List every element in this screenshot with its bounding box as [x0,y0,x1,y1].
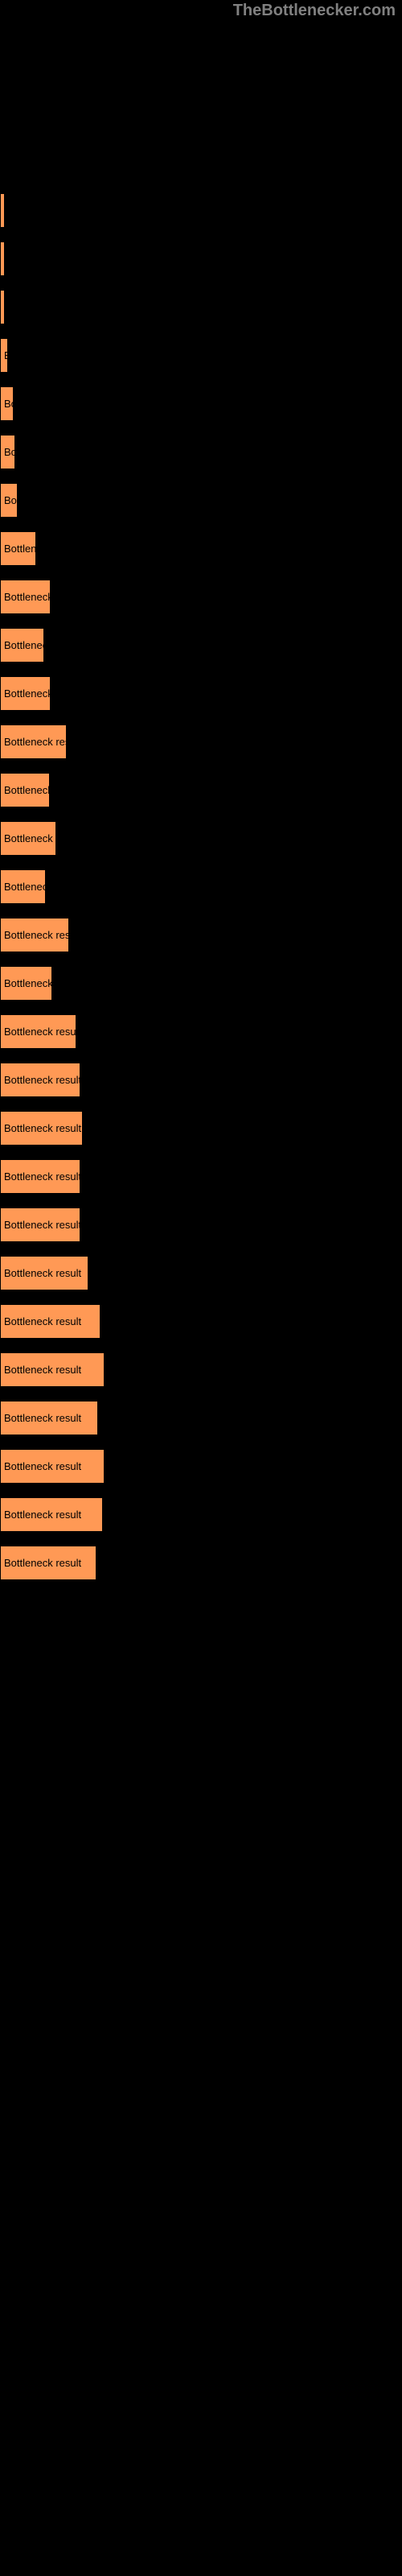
bar: Bottleneck result [0,338,8,373]
bar: Bottleneck result [0,1159,80,1194]
bar-row: Bottleneck result [0,1304,402,1339]
bar-row: Bottleneck result [0,918,402,952]
bar-row: Bottleneck result [0,242,402,276]
bar-label: Bottleneck result [4,494,18,506]
bar-row: Bottleneck result [0,773,402,807]
bar: Bottleneck result [0,918,69,952]
bar-label: Bottleneck result [4,639,44,651]
bar-row: Bottleneck result [0,1401,402,1435]
bar-row: Bottleneck result [0,628,402,663]
bar: Bottleneck result [0,869,46,904]
bar: Bottleneck result [0,676,51,711]
bar: Bottleneck result [0,193,5,228]
bar-row: Bottleneck result [0,435,402,469]
bar: Bottleneck result [0,242,5,276]
bar-row: Bottleneck result [0,1256,402,1290]
bar: Bottleneck result [0,531,36,566]
bar-label: Bottleneck result [4,1122,81,1134]
bar: Bottleneck result [0,628,44,663]
bar-label: Bottleneck result [4,446,15,458]
bar-row: Bottleneck result [0,869,402,904]
bar-row: Bottleneck result [0,1159,402,1194]
bar-row: Bottleneck result [0,580,402,614]
bar: Bottleneck result [0,966,52,1001]
bar: Bottleneck result [0,1256,88,1290]
bar-row: Bottleneck result [0,1111,402,1146]
bar-label: Bottleneck result [4,1364,81,1376]
bar: Bottleneck result [0,1497,103,1532]
bar-row: Bottleneck result [0,338,402,373]
bar-row: Bottleneck result [0,1208,402,1242]
bar-label: Bottleneck result [4,977,52,989]
bar-row: Bottleneck result [0,1063,402,1097]
bar-label: Bottleneck result [4,784,50,796]
bar-label: Bottleneck result [4,349,8,361]
bar-row: Bottleneck result [0,483,402,518]
bar-label: Bottleneck result [4,1219,80,1231]
bar-label: Bottleneck result [4,1074,80,1086]
bar-label: Bottleneck result [4,591,51,603]
bar-row: Bottleneck result [0,966,402,1001]
bar-row: Bottleneck result [0,821,402,856]
bar-label: Bottleneck result [4,1267,81,1279]
bar: Bottleneck result [0,1546,96,1580]
bar-row: Bottleneck result [0,1546,402,1580]
bar: Bottleneck result [0,1401,98,1435]
bar: Bottleneck result [0,1208,80,1242]
bar: Bottleneck result [0,386,14,421]
bar: Bottleneck result [0,580,51,614]
bar-label: Bottleneck result [4,832,56,844]
bar-row: Bottleneck result [0,676,402,711]
bar: Bottleneck result [0,821,56,856]
bar-row: Bottleneck result [0,1449,402,1484]
bar: Bottleneck result [0,1063,80,1097]
bar: Bottleneck result [0,435,15,469]
bar: Bottleneck result [0,1014,76,1049]
bar-label: Bottleneck result [4,1509,81,1521]
bar-label: Bottleneck result [4,1460,81,1472]
bar-label: Bottleneck result [4,1170,80,1183]
bar: Bottleneck result [0,290,5,324]
bar-label: Bottleneck result [4,929,69,941]
bar-row: Bottleneck result [0,1014,402,1049]
bar-row: Bottleneck result [0,386,402,421]
bar-label: Bottleneck result [4,1026,76,1038]
bar: Bottleneck result [0,773,50,807]
bar: Bottleneck result [0,1352,105,1387]
bar-label: Bottleneck result [4,1557,81,1569]
bar-row: Bottleneck result [0,193,402,228]
bar-row: Bottleneck result [0,531,402,566]
bar-row: Bottleneck result [0,1497,402,1532]
bar: Bottleneck result [0,1449,105,1484]
bar-row: Bottleneck result [0,290,402,324]
bar-label: Bottleneck result [4,543,36,555]
bar: Bottleneck result [0,483,18,518]
bar-row: Bottleneck result [0,1352,402,1387]
bar-label: Bottleneck result [4,687,51,700]
bar-label: Bottleneck result [4,204,5,217]
bar: Bottleneck result [0,1111,83,1146]
bar-row: Bottleneck result [0,724,402,759]
bar: Bottleneck result [0,724,67,759]
bar-label: Bottleneck result [4,1315,81,1327]
bar-label: Bottleneck result [4,1412,81,1424]
bar-label: Bottleneck result [4,253,5,265]
bar-label: Bottleneck result [4,398,14,410]
bar-chart: Bottleneck result Bottleneck result Bottle… [0,0,402,1580]
bar-label: Bottleneck result [4,736,67,748]
bar: Bottleneck result [0,1304,100,1339]
bar-label: Bottleneck result [4,301,5,313]
bar-label: Bottleneck result [4,881,46,893]
